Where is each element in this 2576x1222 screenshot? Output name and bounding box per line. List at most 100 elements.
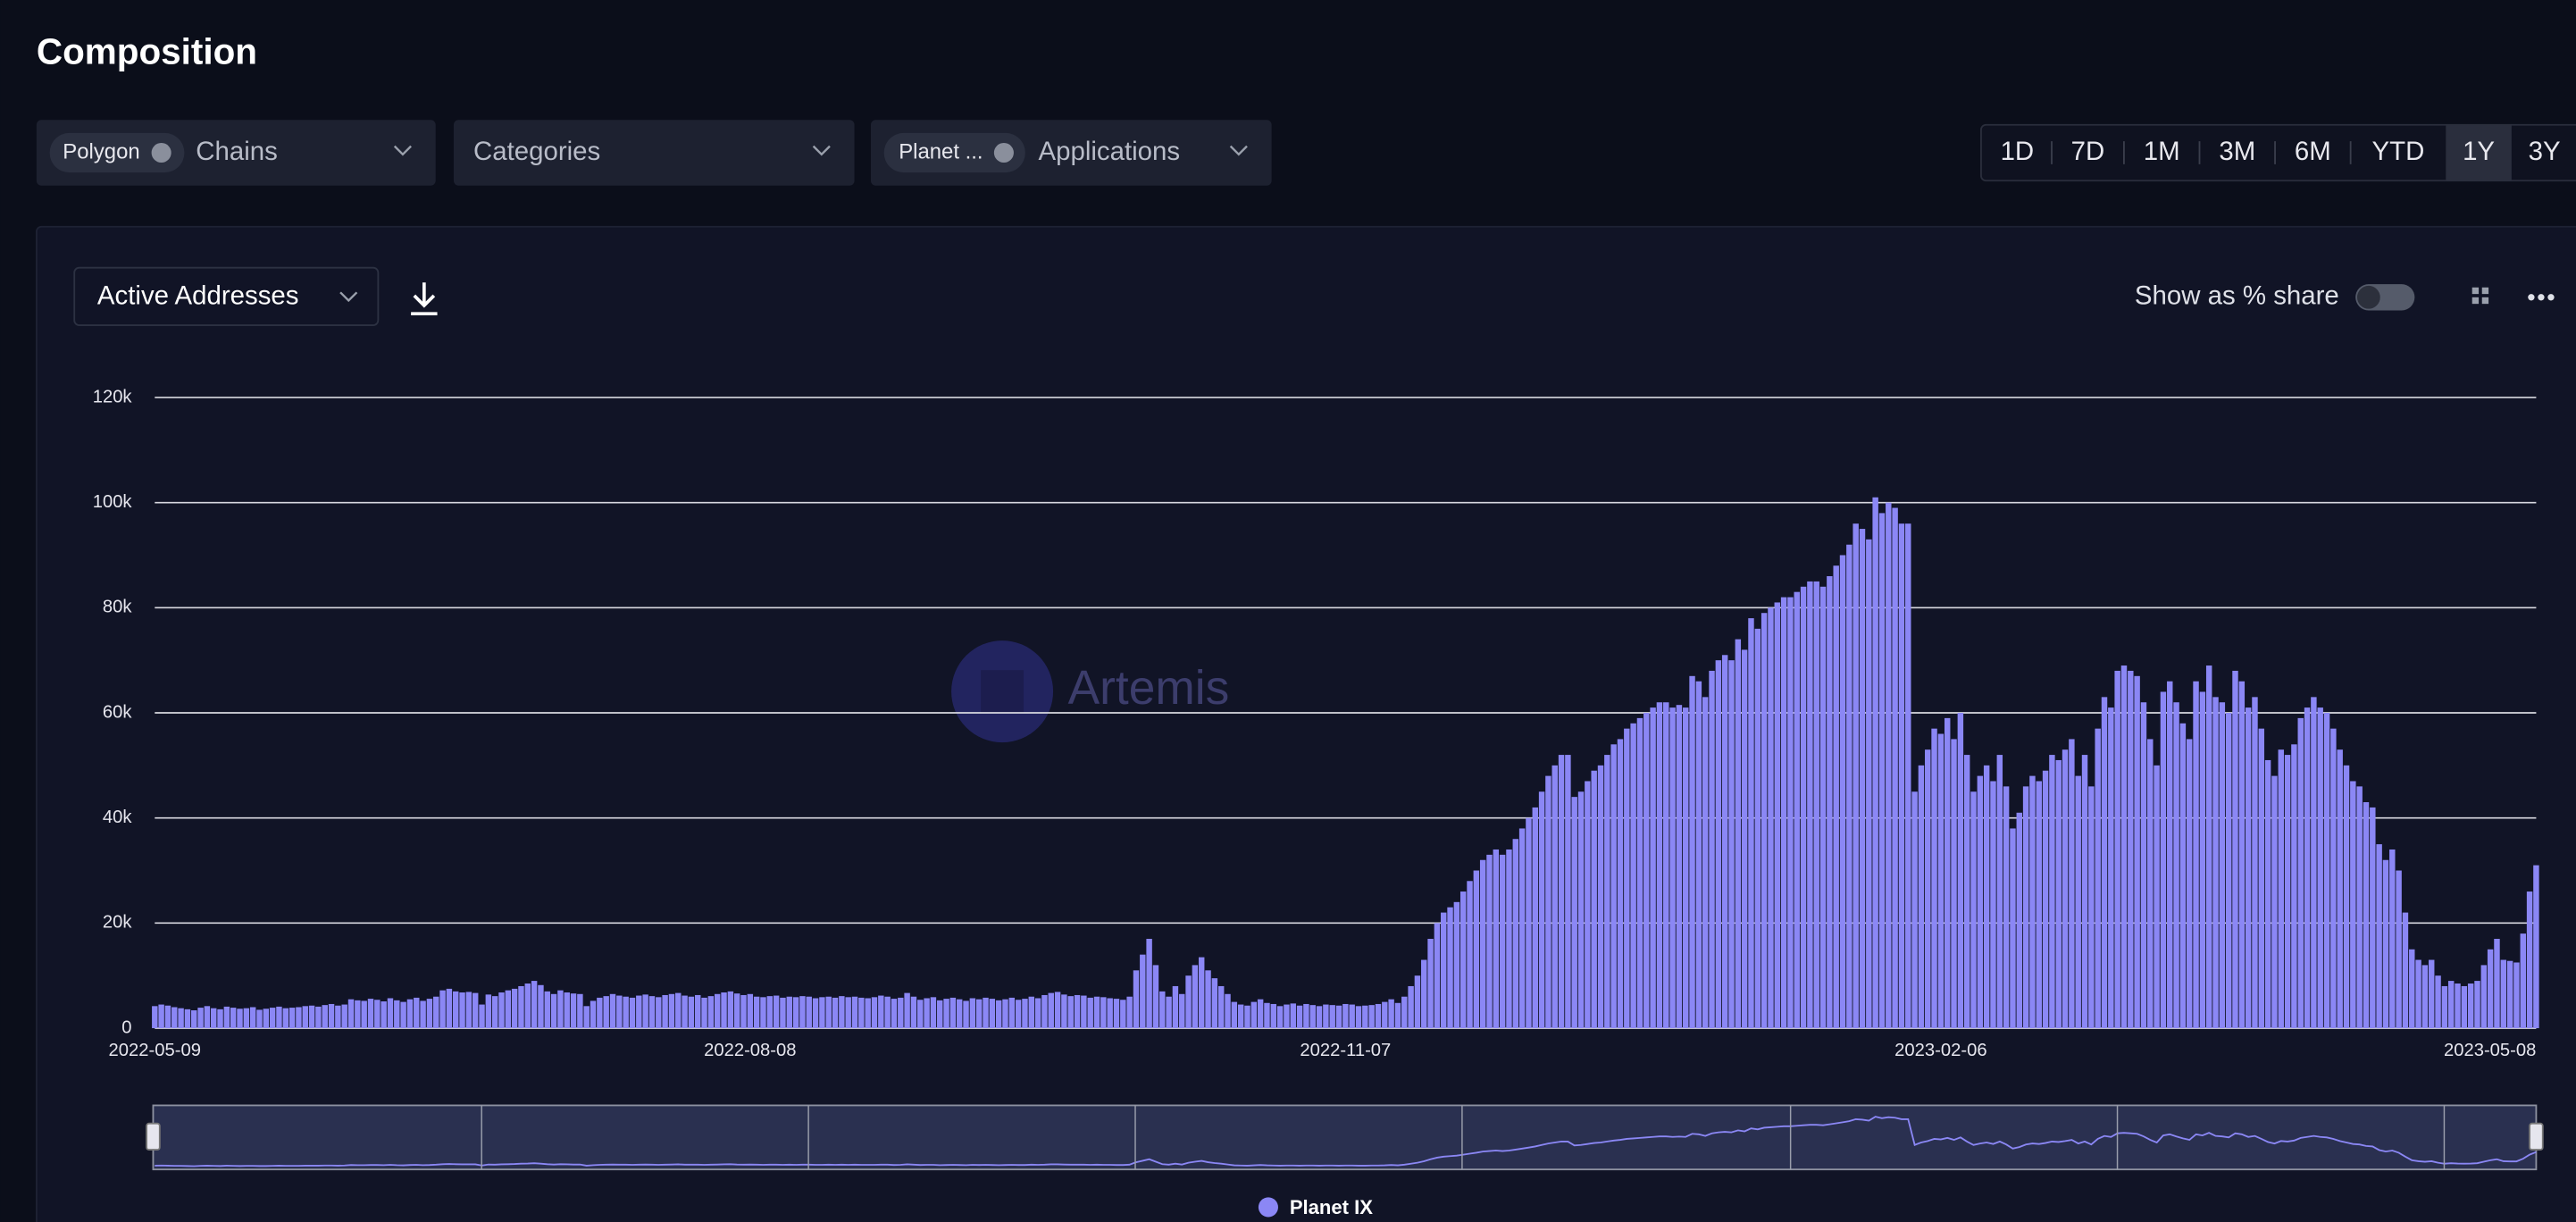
range-button[interactable]: YTD: [2372, 137, 2425, 166]
bar: [2317, 707, 2323, 1029]
bar: [1715, 660, 1722, 1029]
bar: [773, 995, 780, 1029]
bar: [675, 992, 682, 1029]
bar: [557, 990, 564, 1029]
range-selected[interactable]: [2446, 124, 2512, 181]
grid-icon[interactable]: [2471, 287, 2489, 305]
bar: [2003, 786, 2010, 1029]
bar: [1518, 828, 1526, 1029]
range-button[interactable]: 1Y: [2463, 137, 2495, 166]
y-tick-label: 80k: [103, 598, 132, 617]
bar: [786, 996, 792, 1029]
bar: [2304, 707, 2311, 1029]
y-tick-label: 20k: [103, 913, 132, 933]
bar: [1074, 994, 1081, 1029]
legend-swatch[interactable]: [1258, 1197, 1278, 1218]
x-tick-label: 2022-08-08: [704, 1041, 796, 1060]
bar: [1624, 728, 1630, 1029]
navigator-handle[interactable]: [146, 1122, 161, 1151]
bar: [1067, 996, 1074, 1029]
bar: [1414, 975, 1421, 1029]
bar: [2447, 981, 2455, 1029]
bar: [1551, 765, 1558, 1029]
range-button[interactable]: 3M: [2219, 137, 2255, 166]
bar: [2101, 697, 2108, 1029]
bar: [204, 1006, 211, 1029]
metric-dropdown[interactable]: [73, 266, 380, 326]
chains-filter[interactable]: Polygon Chains: [36, 120, 436, 186]
bar: [1264, 1002, 1270, 1029]
bar: [733, 993, 740, 1029]
plot: 0 20k 40k 60k 80k 100k 120k 2022-05-09 2022-08-0…: [93, 387, 2539, 1060]
bar: [910, 996, 917, 1029]
bar: [1284, 1004, 1290, 1029]
download-button[interactable]: [411, 282, 438, 316]
bar: [1957, 713, 1964, 1029]
navigator-handle[interactable]: [2529, 1122, 2544, 1151]
bar: [1526, 817, 1532, 1029]
bar: [812, 998, 819, 1029]
chip[interactable]: [49, 132, 185, 173]
bar: [1695, 681, 1702, 1029]
bar: [1211, 978, 1218, 1029]
bar: [1113, 999, 1120, 1029]
bar: [152, 1006, 158, 1029]
bar: [760, 997, 766, 1029]
bar: [1990, 781, 1996, 1029]
icon-cell: [2471, 297, 2480, 305]
range-button[interactable]: 7D: [2071, 137, 2105, 166]
bar: [1048, 992, 1054, 1029]
bar: [2402, 912, 2409, 1029]
range-button[interactable]: 1D: [2001, 137, 2035, 166]
filter-box[interactable]: [453, 120, 855, 186]
bar: [479, 1004, 485, 1029]
chevron: [339, 291, 358, 303]
categories-filter[interactable]: Categories: [453, 120, 855, 186]
bar: [2036, 781, 2042, 1029]
bar: [1565, 755, 1571, 1029]
bar: [1925, 749, 1931, 1029]
bar: [381, 1001, 387, 1029]
bar: [2441, 985, 2448, 1029]
bar: [2461, 985, 2468, 1029]
bar: [2081, 755, 2088, 1029]
bar: [315, 1006, 322, 1029]
bar: [1166, 996, 1172, 1029]
bar: [2193, 681, 2199, 1029]
bar: [1846, 544, 1853, 1029]
bar: [1617, 739, 1624, 1029]
applications-filter[interactable]: Planet ... Applications: [870, 120, 1272, 186]
range-button[interactable]: 3Y: [2529, 137, 2561, 166]
bar: [662, 994, 668, 1029]
bar: [917, 1000, 924, 1029]
chip[interactable]: [883, 132, 1025, 173]
chip-remove[interactable]: [993, 142, 1014, 163]
bar: [2140, 702, 2147, 1029]
bar: [367, 999, 374, 1029]
bar: [2075, 775, 2081, 1029]
bar: [1866, 539, 1872, 1029]
chip-remove[interactable]: [151, 142, 171, 163]
range-button[interactable]: 1M: [2144, 137, 2180, 166]
navigator-line: [155, 1116, 2537, 1168]
bar: [1015, 1000, 1022, 1029]
bar: [347, 999, 355, 1029]
bar: [583, 1006, 590, 1029]
bar: [2533, 865, 2539, 1029]
bar: [1185, 975, 1192, 1029]
bar: [328, 1003, 335, 1029]
bar: [2513, 962, 2520, 1029]
bar: [2415, 959, 2421, 1029]
bar: [197, 1008, 204, 1029]
more-menu[interactable]: [2528, 294, 2555, 301]
legend-label[interactable]: Planet IX: [1290, 1196, 1373, 1218]
bar: [308, 1005, 315, 1029]
bar: [1650, 707, 1656, 1029]
range-button[interactable]: 6M: [2295, 137, 2331, 166]
bar: [1447, 907, 1453, 1029]
bar: [1937, 733, 1945, 1029]
bar: [2069, 739, 2075, 1029]
download-icon[interactable]: [411, 282, 438, 316]
bar: [1401, 996, 1408, 1029]
bar: [171, 1007, 178, 1029]
